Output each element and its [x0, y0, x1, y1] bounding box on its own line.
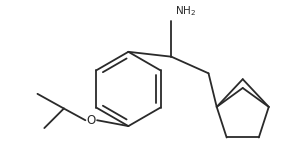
Text: NH$_2$: NH$_2$: [175, 4, 197, 18]
Text: O: O: [87, 114, 96, 127]
